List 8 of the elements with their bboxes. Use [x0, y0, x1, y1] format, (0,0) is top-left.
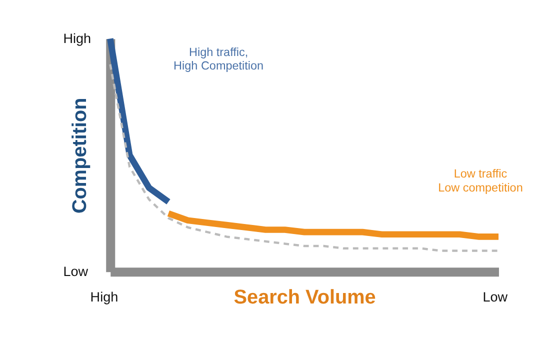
annotation: Low traffic Low competition	[438, 168, 523, 194]
y-axis-title: Competition	[69, 98, 92, 214]
text: Low	[482, 289, 508, 304]
text: Low	[63, 264, 88, 280]
annotation: High traffic, High Competition	[174, 46, 264, 72]
x-axis-title: Search Volume	[234, 286, 376, 309]
text: High	[90, 289, 118, 304]
text: High	[63, 31, 92, 46]
